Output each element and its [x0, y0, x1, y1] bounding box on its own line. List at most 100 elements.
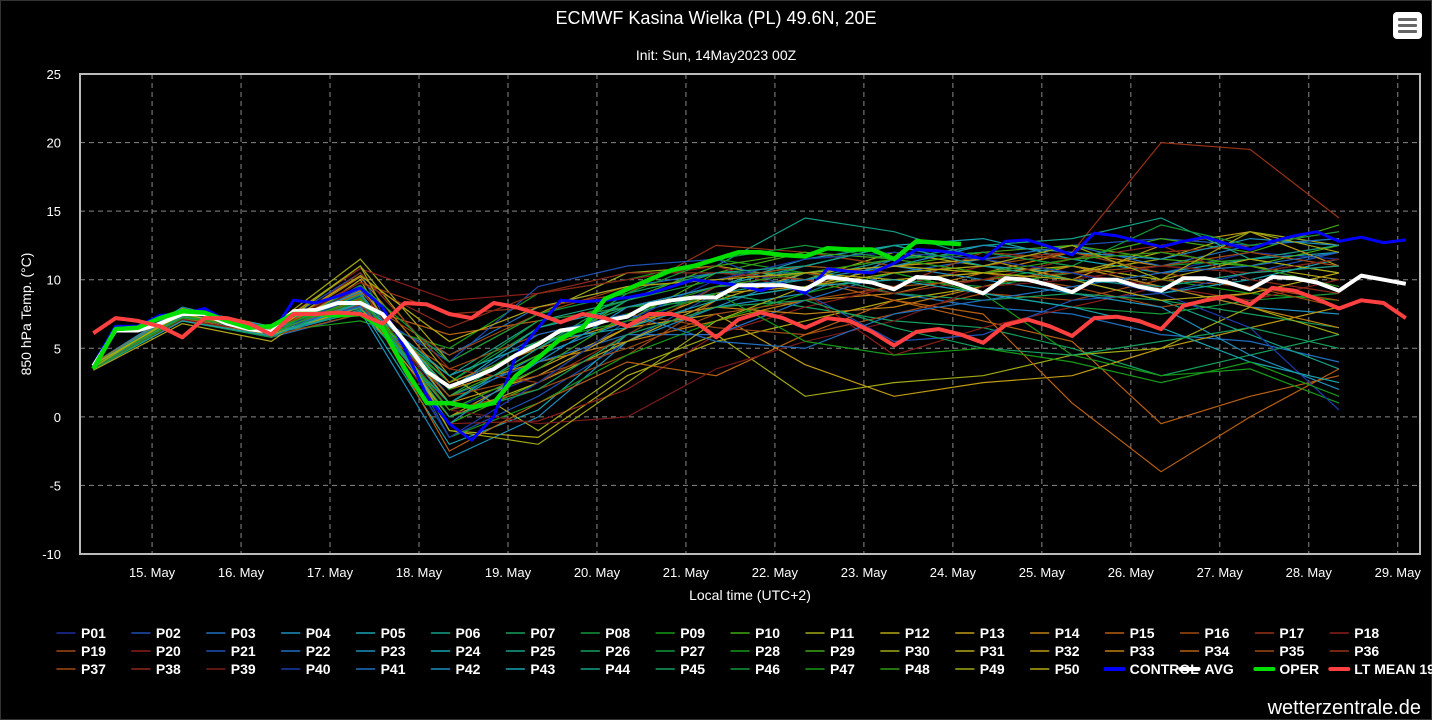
legend-item-p41[interactable]: P41	[355, 661, 406, 677]
legend-item-p35[interactable]: P35	[1254, 643, 1305, 659]
legend-item-p47[interactable]: P47	[805, 661, 855, 677]
legend-item-p13[interactable]: P13	[955, 625, 1005, 641]
series-line-avg	[91, 273, 1407, 389]
legend-item-p25[interactable]: P25	[505, 643, 556, 659]
chart-title: ECMWF Kasina Wielka (PL) 49.6N, 20E	[555, 8, 876, 28]
legend-label: P22	[306, 643, 331, 659]
x-tick-label: 16. May	[218, 565, 265, 580]
legend-label: P05	[381, 625, 406, 641]
legend-item-p44[interactable]: P44	[580, 661, 630, 677]
legend-item-p46[interactable]: P46	[730, 661, 780, 677]
legend-item-p42[interactable]: P42	[430, 661, 481, 677]
legend-item-p40[interactable]: P40	[280, 661, 331, 677]
legend-item-p10[interactable]: P10	[730, 625, 780, 641]
legend-item-p16[interactable]: P16	[1179, 625, 1230, 641]
legend-item-control[interactable]: CONTROL	[1103, 661, 1200, 677]
legend-item-p22[interactable]: P22	[280, 643, 331, 659]
legend-label: P24	[456, 643, 481, 659]
series-line-p49	[92, 231, 1340, 445]
legend-item-p11[interactable]: P11	[805, 625, 854, 641]
x-tick-label: 24. May	[930, 565, 977, 580]
legend-item-p21[interactable]: P21	[206, 643, 256, 659]
legend-item-p50[interactable]: P50	[1029, 661, 1080, 677]
y-tick-label: 15	[47, 204, 61, 219]
legend-item-p08[interactable]: P08	[580, 625, 630, 641]
legend-label: P27	[680, 643, 705, 659]
legend-item-p12[interactable]: P12	[880, 625, 930, 641]
series-line-p48	[93, 251, 1340, 411]
legend-label: P46	[755, 661, 780, 677]
legend-item-oper[interactable]: OPER	[1253, 661, 1319, 677]
legend-item-p27[interactable]: P27	[655, 643, 705, 659]
legend-label: P03	[231, 625, 256, 641]
legend-item-avg[interactable]: AVG	[1178, 661, 1234, 677]
legend-item-p29[interactable]: P29	[805, 643, 855, 659]
legend-label: P23	[381, 643, 406, 659]
y-tick-label: 25	[47, 67, 61, 82]
series-line-p34	[93, 292, 1340, 473]
legend-label: P02	[156, 625, 181, 641]
legend-item-p49[interactable]: P49	[955, 661, 1005, 677]
legend-label: P34	[1205, 643, 1230, 659]
legend-label: P13	[980, 625, 1005, 641]
legend-item-p33[interactable]: P33	[1104, 643, 1155, 659]
legend-item-p38[interactable]: P38	[131, 661, 181, 677]
legend-label: P06	[456, 625, 481, 641]
legend-item-p04[interactable]: P04	[280, 625, 331, 641]
legend-item-p15[interactable]: P15	[1104, 625, 1155, 641]
legend-label: P48	[905, 661, 930, 677]
legend-item-p32[interactable]: P32	[1029, 643, 1080, 659]
legend-item-p30[interactable]: P30	[880, 643, 930, 659]
legend-label: P08	[605, 625, 630, 641]
legend-item-p03[interactable]: P03	[206, 625, 256, 641]
legend-item-p45[interactable]: P45	[655, 661, 705, 677]
legend-item-p36[interactable]: P36	[1329, 643, 1379, 659]
legend-item-p02[interactable]: P02	[131, 625, 181, 641]
legend-label: P21	[231, 643, 256, 659]
y-axis-label: 850 hPa Temp. (°C)	[18, 253, 34, 376]
legend-item-lt-mean-1981-2010[interactable]: LT MEAN 1981-2010	[1328, 661, 1432, 677]
legend-item-p07[interactable]: P07	[505, 625, 556, 641]
x-tick-label: 20. May	[574, 565, 621, 580]
legend-item-p23[interactable]: P23	[355, 643, 406, 659]
legend-item-p09[interactable]: P09	[655, 625, 705, 641]
legend-label: P11	[830, 625, 854, 641]
legend-item-p31[interactable]: P31	[955, 643, 1005, 659]
legend-item-p20[interactable]: P20	[131, 643, 181, 659]
y-tick-label: -10	[42, 547, 61, 562]
legend-item-p39[interactable]: P39	[206, 661, 256, 677]
legend-item-p37[interactable]: P37	[56, 661, 106, 677]
legend-label: OPER	[1279, 661, 1319, 677]
legend-item-p34[interactable]: P34	[1179, 643, 1230, 659]
legend-item-p24[interactable]: P24	[430, 643, 481, 659]
legend-item-p14[interactable]: P14	[1029, 625, 1080, 641]
legend-item-p17[interactable]: P17	[1254, 625, 1305, 641]
legend-label: P25	[530, 643, 555, 659]
legend-item-p43[interactable]: P43	[505, 661, 556, 677]
x-tick-label: 17. May	[307, 565, 354, 580]
legend-item-p28[interactable]: P28	[730, 643, 780, 659]
x-tick-label: 28. May	[1286, 565, 1333, 580]
hamburger-menu-icon[interactable]	[1393, 12, 1422, 39]
legend-item-p19[interactable]: P19	[56, 643, 106, 659]
watermark: wetterzentrale.de	[1267, 697, 1421, 719]
x-tick-label: 18. May	[396, 565, 443, 580]
legend-item-p01[interactable]: P01	[56, 625, 106, 641]
legend-label: P37	[81, 661, 106, 677]
legend-item-p18[interactable]: P18	[1329, 625, 1379, 641]
legend-item-p48[interactable]: P48	[880, 661, 930, 677]
legend-label: P33	[1130, 643, 1155, 659]
legend-item-p26[interactable]: P26	[580, 643, 630, 659]
y-tick-label: 0	[54, 410, 61, 425]
y-axis: -10 -5 0 5 10 15 20 25	[42, 67, 61, 562]
legend-item-p06[interactable]: P06	[430, 625, 481, 641]
x-tick-label: 22. May	[752, 565, 799, 580]
legend-label: P39	[231, 661, 256, 677]
legend-label: CONTROL	[1130, 661, 1200, 677]
legend-label: P19	[81, 643, 106, 659]
x-axis-label: Local time (UTC+2)	[689, 587, 811, 603]
legend-label: P15	[1130, 625, 1155, 641]
legend-item-p05[interactable]: P05	[355, 625, 406, 641]
legend-label: P16	[1205, 625, 1230, 641]
